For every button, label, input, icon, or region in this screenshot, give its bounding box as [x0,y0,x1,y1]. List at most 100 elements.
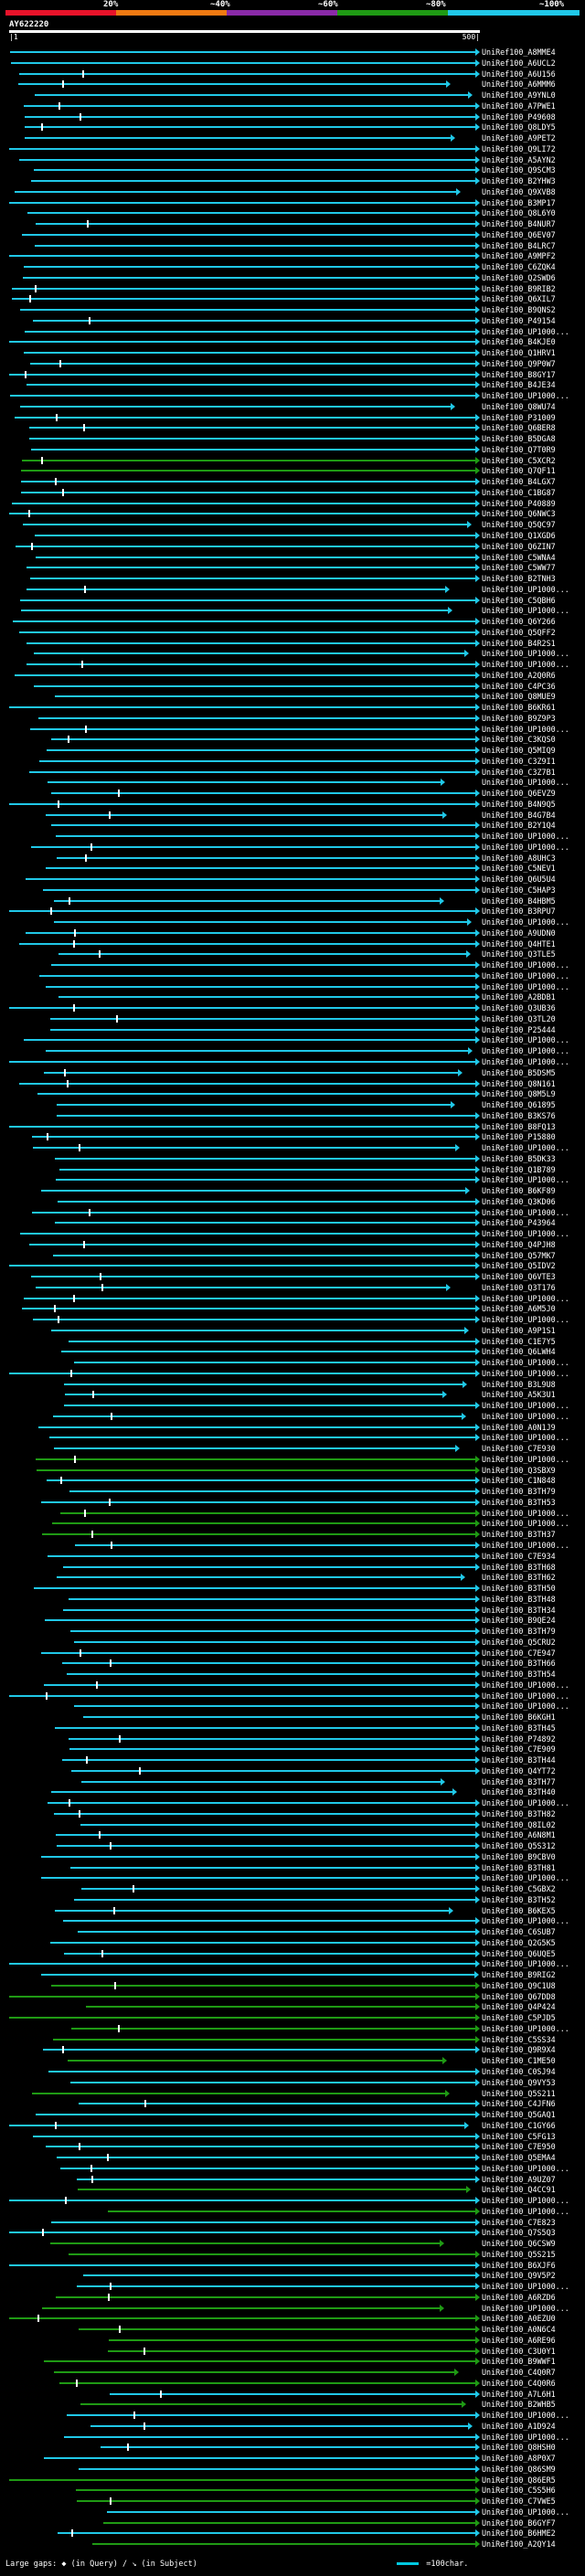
hit-label[interactable]: UniRef100_C5GBX2 [482,1884,556,1894]
hit-label[interactable]: UniRef100_B3KS76 [482,1110,556,1120]
hit-label[interactable]: UniRef100_C1N848 [482,1476,556,1486]
hit-label[interactable]: UniRef100_UP1000... [482,2507,569,2517]
hit-label[interactable]: UniRef100_UP1000... [482,832,569,842]
hit-label[interactable]: UniRef100_B3TH53 [482,1497,556,1507]
hit-label[interactable]: UniRef100_Q9SCM3 [482,165,556,175]
hit-label[interactable]: UniRef100_B4NUR7 [482,219,556,229]
hit-label[interactable]: UniRef100_C7E823 [482,2217,556,2227]
hit-label[interactable]: UniRef100_Q61895 [482,1100,556,1110]
hit-label[interactable]: UniRef100_Q8LDY5 [482,122,556,133]
hit-label[interactable]: UniRef100_B3TH45 [482,1723,556,1733]
hit-label[interactable]: UniRef100_C5XCR2 [482,455,556,465]
hit-label[interactable]: UniRef100_Q8M5L9 [482,1089,556,1099]
hit-label[interactable]: UniRef100_C4JFN6 [482,2099,556,2109]
hit-label[interactable]: UniRef100_UP1000... [482,1315,569,1325]
hit-label[interactable]: UniRef100_B4LGX7 [482,477,556,487]
hit-label[interactable]: UniRef100_UP1000... [482,1411,569,1421]
hit-label[interactable]: UniRef100_Q8MUE9 [482,692,556,702]
hit-label[interactable]: UniRef100_B3TH81 [482,1862,556,1872]
hit-label[interactable]: UniRef100_Q1B789 [482,1164,556,1174]
hit-label[interactable]: UniRef100_Q5S211 [482,2088,556,2098]
hit-label[interactable]: UniRef100_P49154 [482,315,556,325]
hit-label[interactable]: UniRef100_C5QBH6 [482,595,556,605]
hit-label[interactable]: UniRef100_B3MP17 [482,197,556,207]
hit-label[interactable]: UniRef100_Q5QFF2 [482,627,556,637]
hit-label[interactable]: UniRef100_A9P1S1 [482,1325,556,1335]
hit-label[interactable]: UniRef100_B6XJF6 [482,2260,556,2270]
hit-label[interactable]: UniRef100_UP1000... [482,917,569,928]
hit-label[interactable]: UniRef100_Q9LI72 [482,143,556,154]
hit-label[interactable]: UniRef100_Q7S5Q3 [482,2228,556,2238]
hit-label[interactable]: UniRef100_Q4PJH8 [482,1239,556,1249]
hit-label[interactable]: UniRef100_Q2G5K5 [482,1937,556,1947]
hit-label[interactable]: UniRef100_B9RIG2 [482,1970,556,1980]
hit-label[interactable]: UniRef100_B3L9U8 [482,1379,556,1389]
hit-label[interactable]: UniRef100_UP1000... [482,981,569,991]
hit-label[interactable]: UniRef100_B4HBM5 [482,896,556,906]
hit-label[interactable]: UniRef100_A6N8M1 [482,1830,556,1840]
hit-label[interactable]: UniRef100_UP1000... [482,1691,569,1701]
hit-label[interactable]: UniRef100_C3U0Y1 [482,2346,556,2356]
hit-label[interactable]: UniRef100_B3TH37 [482,1530,556,1540]
hit-label[interactable]: UniRef100_Q5S312 [482,1841,556,1851]
hit-label[interactable]: UniRef100_P74892 [482,1733,556,1744]
hit-label[interactable]: UniRef100_C5PJD5 [482,2013,556,2023]
hit-label[interactable]: UniRef100_Q86SM9 [482,2464,556,2474]
hit-label[interactable]: UniRef100_Q67DD8 [482,1991,556,2001]
hit-label[interactable]: UniRef100_Q5GAQ1 [482,2110,556,2120]
hit-label[interactable]: UniRef100_B3TH52 [482,1894,556,1904]
hit-label[interactable]: UniRef100_P31009 [482,412,556,422]
hit-label[interactable]: UniRef100_A5AYN2 [482,154,556,164]
hit-label[interactable]: UniRef100_UP1000... [482,1454,569,1464]
hit-label[interactable]: UniRef100_UP1000... [482,842,569,852]
hit-label[interactable]: UniRef100_Q3KD06 [482,1196,556,1206]
hit-label[interactable]: UniRef100_UP1000... [482,1143,569,1153]
hit-label[interactable]: UniRef100_UP1000... [482,1401,569,1411]
hit-label[interactable]: UniRef100_B6KR61 [482,703,556,713]
hit-label[interactable]: UniRef100_A8UHC3 [482,853,556,863]
hit-label[interactable]: UniRef100_A7PWE1 [482,101,556,111]
hit-label[interactable]: UniRef100_B6KEX5 [482,1905,556,1915]
hit-label[interactable]: UniRef100_A8P0X7 [482,2454,556,2464]
hit-label[interactable]: UniRef100_Q9V5P2 [482,2271,556,2281]
hit-label[interactable]: UniRef100_A2QY14 [482,2539,556,2549]
hit-label[interactable]: UniRef100_Q9XVB8 [482,186,556,196]
hit-label[interactable]: UniRef100_B6KF89 [482,1186,556,1196]
hit-label[interactable]: UniRef100_UP1000... [482,1057,569,1066]
hit-label[interactable]: UniRef100_B3TH77 [482,1776,556,1786]
hit-label[interactable]: UniRef100_C6SUB7 [482,1927,556,1937]
hit-label[interactable]: UniRef100_A5K3U1 [482,1390,556,1400]
hit-label[interactable]: UniRef100_B3TH48 [482,1594,556,1604]
hit-label[interactable]: UniRef100_C5FG13 [482,2131,556,2141]
hit-label[interactable]: UniRef100_UP1000... [482,1540,569,1550]
hit-label[interactable]: UniRef100_Q3UB36 [482,1003,556,1013]
hit-label[interactable]: UniRef100_B4LRC7 [482,240,556,250]
hit-label[interactable]: UniRef100_Q4CC91 [482,2185,556,2195]
hit-label[interactable]: UniRef100_C7E947 [482,1648,556,1658]
hit-label[interactable]: UniRef100_Q1HRV1 [482,348,556,358]
hit-label[interactable]: UniRef100_Q7T0R9 [482,444,556,454]
hit-label[interactable]: UniRef100_UP1000... [482,970,569,981]
hit-label[interactable]: UniRef100_UP1000... [482,584,569,594]
hit-label[interactable]: UniRef100_P43964 [482,1218,556,1228]
hit-label[interactable]: UniRef100_B5DGA8 [482,434,556,444]
hit-label[interactable]: UniRef100_P25444 [482,1024,556,1034]
hit-label[interactable]: UniRef100_B4N9Q5 [482,799,556,809]
hit-label[interactable]: UniRef100_B5DSM5 [482,1067,556,1077]
hit-label[interactable]: UniRef100_B2WHB5 [482,2400,556,2410]
hit-label[interactable]: UniRef100_B3TH68 [482,1562,556,1572]
hit-label[interactable]: UniRef100_B9QE24 [482,1616,556,1626]
hit-label[interactable]: UniRef100_A6RE96 [482,2335,556,2345]
hit-label[interactable]: UniRef100_Q3TLE5 [482,949,556,959]
hit-label[interactable]: UniRef100_Q4P424 [482,2002,556,2012]
hit-label[interactable]: UniRef100_B2Y1Q4 [482,821,556,831]
hit-label[interactable]: UniRef100_A9YNL0 [482,90,556,101]
hit-label[interactable]: UniRef100_C6ZQK4 [482,262,556,272]
hit-label[interactable]: UniRef100_C5SS34 [482,2034,556,2044]
hit-label[interactable]: UniRef100_B8FQ13 [482,1121,556,1131]
hit-label[interactable]: UniRef100_Q4HTE1 [482,938,556,949]
hit-label[interactable]: UniRef100_UP1000... [482,1508,569,1518]
hit-label[interactable]: UniRef100_C5WNA4 [482,552,556,562]
hit-label[interactable]: UniRef100_B3TH40 [482,1787,556,1797]
hit-label[interactable]: UniRef100_UP1000... [482,2196,569,2206]
